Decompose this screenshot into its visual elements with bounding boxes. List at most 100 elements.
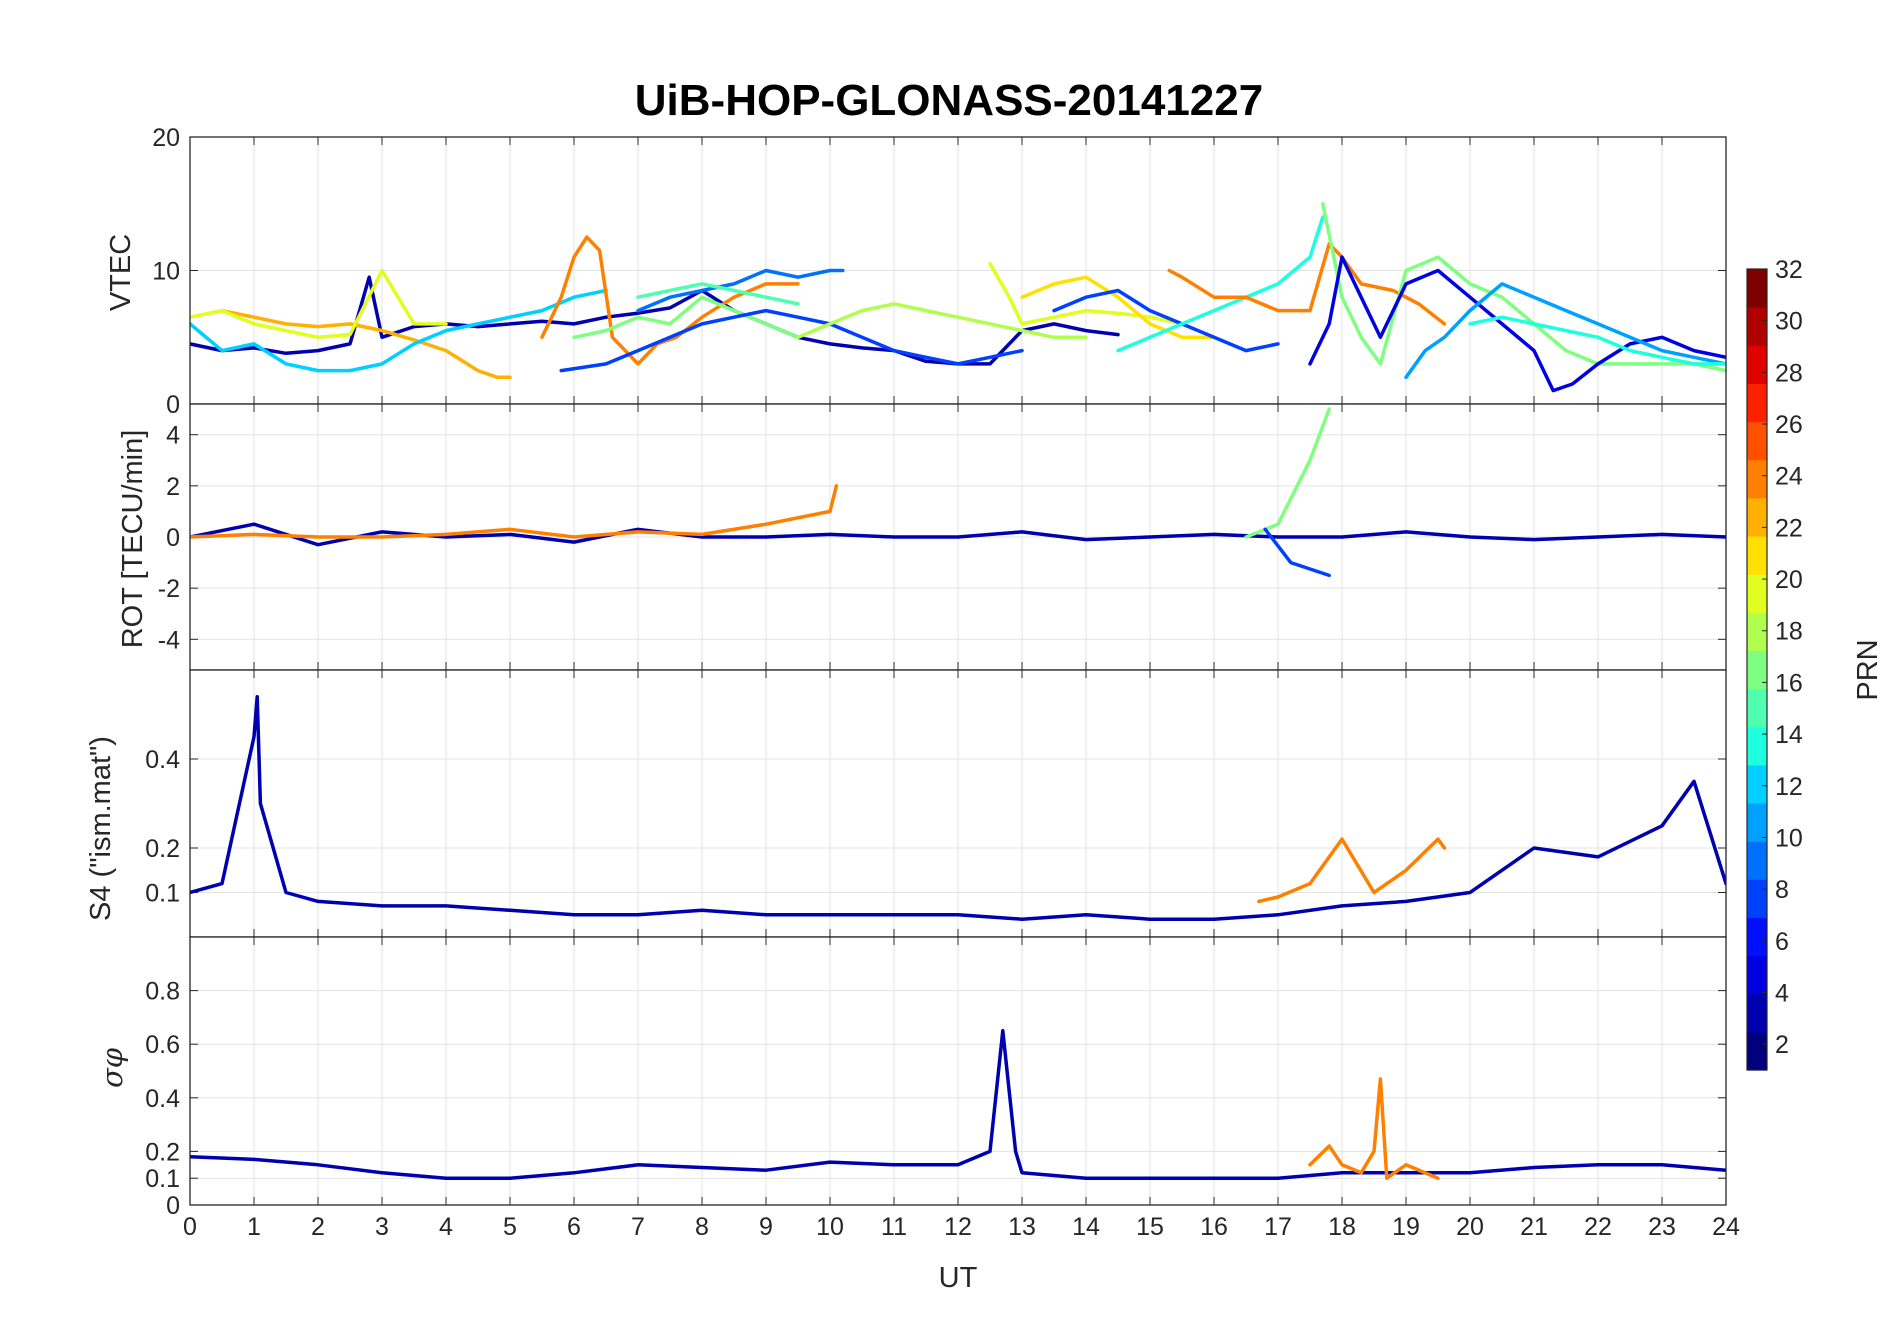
colorbar-tick-label: 4 (1775, 979, 1789, 1007)
y-tick-label: 0 (166, 1192, 180, 1220)
chart-title: UiB-HOP-GLONASS-20141227 (635, 76, 1263, 125)
colorbar-segment (1747, 459, 1767, 499)
colorbar-tick-label: 28 (1775, 359, 1803, 387)
x-tick-label: 10 (816, 1213, 844, 1241)
x-tick-label: 24 (1712, 1213, 1740, 1241)
colorbar-tick-label: 2 (1775, 1031, 1789, 1059)
colorbar-tick-label: 32 (1775, 256, 1803, 284)
series-line-prn-17 (1321, 202, 1726, 373)
x-tick-label: 11 (881, 1213, 907, 1241)
x-tick-label: 23 (1648, 1213, 1676, 1241)
colorbar-tick-label: 24 (1775, 463, 1803, 491)
x-tick-label: 2 (311, 1213, 325, 1241)
colorbar-segment (1747, 688, 1767, 728)
colorbar-segment (1747, 1031, 1767, 1071)
y-axis-label: ROT [TECU/min] (117, 430, 149, 649)
x-tick-label: 4 (439, 1213, 453, 1241)
y-tick-label: 2 (166, 473, 180, 501)
series-line-prn-8 (636, 268, 845, 313)
colorbar-segment (1747, 764, 1767, 804)
x-tick-label: 5 (503, 1213, 517, 1241)
panel-sigma-frame (189, 936, 1727, 1206)
colorbar-segment (1747, 345, 1767, 385)
series-line-prn-13 (1468, 315, 1726, 366)
colorbar-tick-label: 6 (1775, 928, 1789, 956)
y-tick-label: -4 (158, 626, 180, 654)
series-line-prn-14 (636, 282, 800, 306)
series-line-prn-10 (1404, 282, 1726, 380)
colorbar-segment (1747, 803, 1767, 842)
series-line-prn-12 (1116, 215, 1325, 353)
x-tick-label: 3 (375, 1213, 389, 1241)
y-tick-label: 20 (152, 124, 180, 152)
series-line-prn-6 (1052, 288, 1280, 353)
colorbar-segment (1747, 497, 1767, 537)
x-tick-label: 7 (631, 1213, 645, 1241)
series-line-prn-21 (1020, 275, 1216, 340)
colorbar-segment (1747, 726, 1767, 766)
colorbar-segment (1747, 612, 1767, 652)
x-tick-label: 16 (1200, 1213, 1228, 1241)
colorbar-tick-label: 22 (1775, 514, 1803, 542)
colorbar-segment (1747, 307, 1767, 346)
series-line-prn-24 (540, 235, 800, 366)
x-tick-label: 8 (695, 1213, 709, 1241)
y-tick-label: 10 (152, 258, 180, 286)
colorbar-segment (1747, 993, 1767, 1033)
colorbar-tick-label: 18 (1775, 618, 1803, 646)
x-tick-label: 6 (567, 1213, 581, 1241)
series-line-prn-16 (572, 295, 800, 340)
x-tick-label: 18 (1328, 1213, 1356, 1241)
y-tick-label: 0 (166, 391, 180, 419)
series-line-prn-24 (190, 484, 839, 539)
x-tick-label: 21 (1520, 1213, 1548, 1241)
x-tick-label: 17 (1264, 1213, 1292, 1241)
series-line-prn-11 (190, 288, 608, 373)
panel-s4: 0.1 0.2 0.4 S4 ("ism.mat") (85, 669, 1727, 938)
y-axis-label: S4 ("ism.mat") (85, 736, 117, 921)
series-line-prn-2 (190, 522, 1726, 547)
colorbar-segment (1747, 917, 1767, 957)
y-tick-label: 0.2 (145, 835, 180, 863)
colorbar-tick-label: 8 (1775, 876, 1789, 904)
x-tick-label: 15 (1136, 1213, 1164, 1241)
colorbar-tick-label: 16 (1775, 669, 1803, 697)
colorbar-segment (1747, 383, 1767, 423)
y-tick-label: 0.4 (145, 746, 180, 774)
series-line-prn-16 (1244, 407, 1331, 539)
series-line-prn-23 (1257, 837, 1447, 904)
series-line-prn-19 (988, 262, 1184, 326)
colorbar-segment (1747, 650, 1767, 690)
series-line-prn-23 (1308, 1077, 1440, 1180)
panel-s4-series (190, 694, 1726, 921)
x-tick-label: 14 (1072, 1213, 1100, 1241)
colorbar-tick-label: 30 (1775, 308, 1803, 336)
colorbar-label: PRN (1852, 639, 1884, 700)
y-tick-label: 0.1 (145, 880, 180, 908)
x-tick-label: 12 (944, 1213, 972, 1241)
series-line-prn-17 (796, 302, 1088, 340)
panel-vtec: 0 10 20 VTEC (105, 124, 1727, 419)
y-axis-label: VTEC (105, 234, 137, 311)
colorbar-tick-label: 12 (1775, 773, 1803, 801)
colorbar-segment (1747, 421, 1767, 461)
x-tick-label: 19 (1392, 1213, 1420, 1241)
y-tick-label: 0.4 (145, 1085, 180, 1113)
y-tick-label: 0.8 (145, 978, 180, 1006)
panel-rot: -4 -2 0 2 4 ROT [TECU/min] (117, 403, 1727, 671)
y-tick-label: 0 (166, 524, 180, 552)
x-tick-label: 0 (183, 1213, 197, 1241)
colorbar-segment (1747, 841, 1767, 880)
colorbar-tick-label: 14 (1775, 721, 1803, 749)
y-tick-label: 4 (166, 422, 180, 450)
panel-vtec-series (190, 202, 1726, 393)
series-line-prn-18 (190, 268, 448, 340)
series-line-prn-23 (1167, 242, 1447, 326)
x-tick-label: 13 (1008, 1213, 1036, 1241)
series-line-prn-22 (220, 308, 512, 380)
series-line-prn-2 (190, 1029, 1726, 1180)
